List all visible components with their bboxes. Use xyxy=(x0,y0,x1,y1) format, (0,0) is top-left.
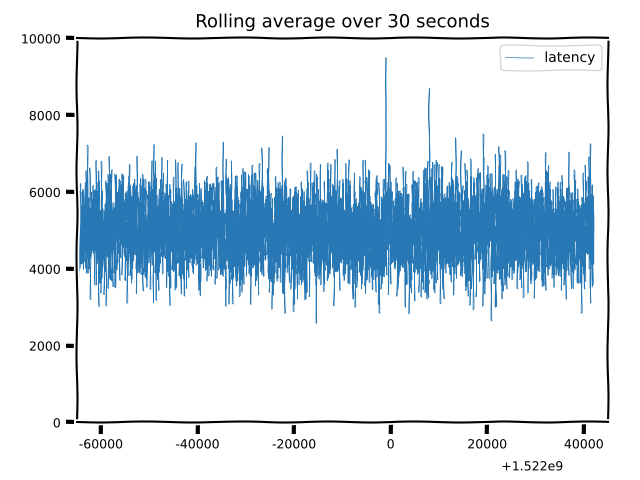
latency xyxy=(326,227,333,233)
Legend: latency: latency xyxy=(500,45,601,71)
latency xyxy=(73,215,81,220)
Text: +1.522e9: +1.522e9 xyxy=(501,460,563,473)
latency xyxy=(174,220,182,226)
latency xyxy=(104,243,111,249)
Line: latency: latency xyxy=(77,58,593,324)
latency xyxy=(94,214,102,220)
latency xyxy=(76,268,83,274)
latency xyxy=(563,226,570,231)
latency xyxy=(312,321,320,326)
Title: Rolling average over 30 seconds: Rolling average over 30 seconds xyxy=(195,13,490,31)
latency xyxy=(382,55,390,60)
latency xyxy=(589,200,597,206)
